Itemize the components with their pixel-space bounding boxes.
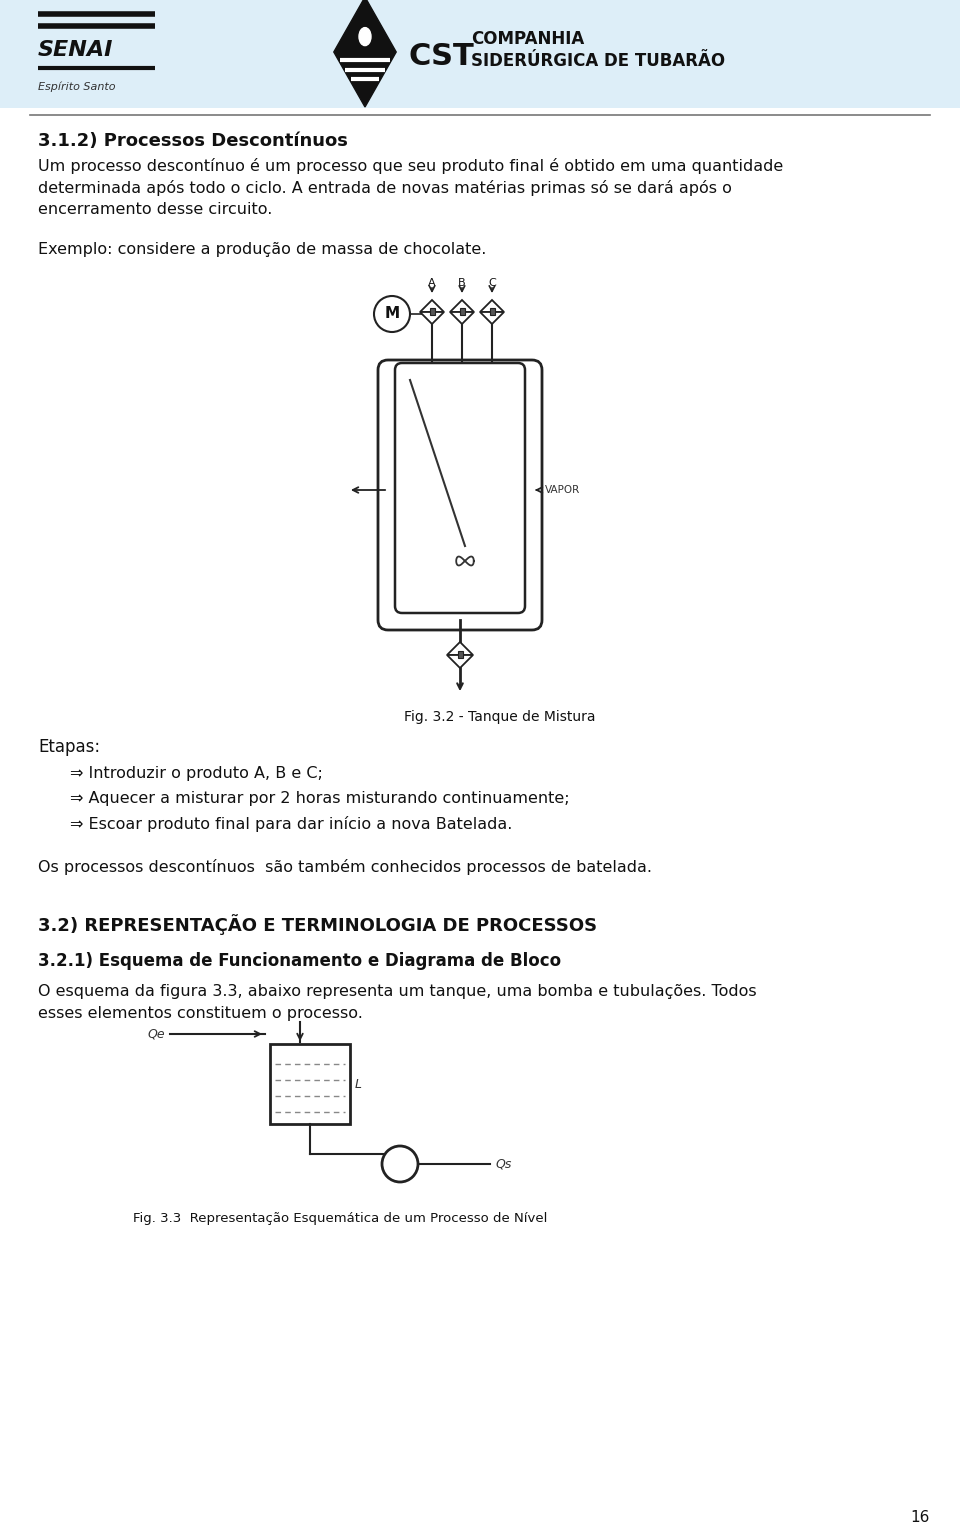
Text: Fig. 3.2 - Tanque de Mistura: Fig. 3.2 - Tanque de Mistura bbox=[404, 711, 596, 724]
Text: C: C bbox=[488, 278, 496, 288]
Text: 3.2.1) Esquema de Funcionamento e Diagrama de Bloco: 3.2.1) Esquema de Funcionamento e Diagra… bbox=[38, 952, 562, 970]
Text: encerramento desse circuito.: encerramento desse circuito. bbox=[38, 201, 273, 217]
Text: Os processos descontínuos  são também conhecidos processos de batelada.: Os processos descontínuos são também con… bbox=[38, 860, 652, 875]
Text: Um processo descontínuo é um processo que seu produto final é obtido em uma quan: Um processo descontínuo é um processo qu… bbox=[38, 158, 783, 174]
Polygon shape bbox=[420, 312, 444, 325]
Polygon shape bbox=[447, 641, 473, 655]
Text: determinada após todo o ciclo. A entrada de novas matérias primas só se dará apó: determinada após todo o ciclo. A entrada… bbox=[38, 180, 732, 195]
Text: B: B bbox=[458, 278, 466, 288]
Bar bbox=[460, 308, 465, 315]
Text: Exemplo: considere a produção de massa de chocolate.: Exemplo: considere a produção de massa d… bbox=[38, 241, 487, 257]
Text: SIDERÚRGICA DE TUBARÃO: SIDERÚRGICA DE TUBARÃO bbox=[471, 52, 726, 71]
Circle shape bbox=[374, 295, 410, 332]
Polygon shape bbox=[450, 300, 474, 312]
Polygon shape bbox=[480, 312, 504, 325]
Bar bbox=[458, 651, 463, 658]
Text: O esquema da figura 3.3, abaixo representa um tanque, uma bomba e tubulações. To: O esquema da figura 3.3, abaixo represen… bbox=[38, 984, 756, 1000]
Text: Fig. 3.3  Representação Esquemática de um Processo de Nível: Fig. 3.3 Representação Esquemática de um… bbox=[132, 1212, 547, 1224]
Circle shape bbox=[382, 1146, 418, 1183]
Text: 3.1.2) Processos Descontínuos: 3.1.2) Processos Descontínuos bbox=[38, 132, 348, 151]
Text: COMPANHIA: COMPANHIA bbox=[471, 31, 585, 48]
Text: 3.2) REPRESENTAÇÃO E TERMINOLOGIA DE PROCESSOS: 3.2) REPRESENTAÇÃO E TERMINOLOGIA DE PRO… bbox=[38, 914, 597, 935]
Text: Etapas:: Etapas: bbox=[38, 738, 100, 757]
FancyBboxPatch shape bbox=[378, 360, 542, 631]
Text: ⇒ Aquecer a misturar por 2 horas misturando continuamente;: ⇒ Aquecer a misturar por 2 horas mistura… bbox=[70, 791, 569, 806]
Polygon shape bbox=[447, 655, 473, 667]
Bar bbox=[430, 308, 435, 315]
Bar bbox=[270, 1044, 350, 1124]
Bar bbox=[0, 0, 960, 108]
Text: SENAI: SENAI bbox=[38, 40, 113, 60]
Text: esses elementos constituem o processo.: esses elementos constituem o processo. bbox=[38, 1006, 363, 1021]
Text: Espírito Santo: Espírito Santo bbox=[38, 82, 115, 92]
Text: 16: 16 bbox=[911, 1510, 930, 1526]
Text: VAPOR: VAPOR bbox=[545, 484, 580, 495]
Text: L: L bbox=[355, 1078, 362, 1090]
Polygon shape bbox=[480, 300, 504, 312]
Ellipse shape bbox=[359, 28, 371, 46]
Text: ⇒ Escoar produto final para dar início a nova Batelada.: ⇒ Escoar produto final para dar início a… bbox=[70, 817, 513, 832]
Bar bbox=[490, 308, 495, 315]
Polygon shape bbox=[450, 312, 474, 325]
Text: M: M bbox=[384, 306, 399, 321]
Text: CST: CST bbox=[408, 42, 474, 71]
Text: Qs: Qs bbox=[495, 1158, 512, 1170]
Text: A: A bbox=[428, 278, 436, 288]
Polygon shape bbox=[420, 300, 444, 312]
Polygon shape bbox=[334, 0, 396, 108]
Text: ⇒ Introduzir o produto A, B e C;: ⇒ Introduzir o produto A, B e C; bbox=[70, 766, 323, 781]
Text: Qe: Qe bbox=[148, 1027, 165, 1041]
FancyBboxPatch shape bbox=[395, 363, 525, 614]
